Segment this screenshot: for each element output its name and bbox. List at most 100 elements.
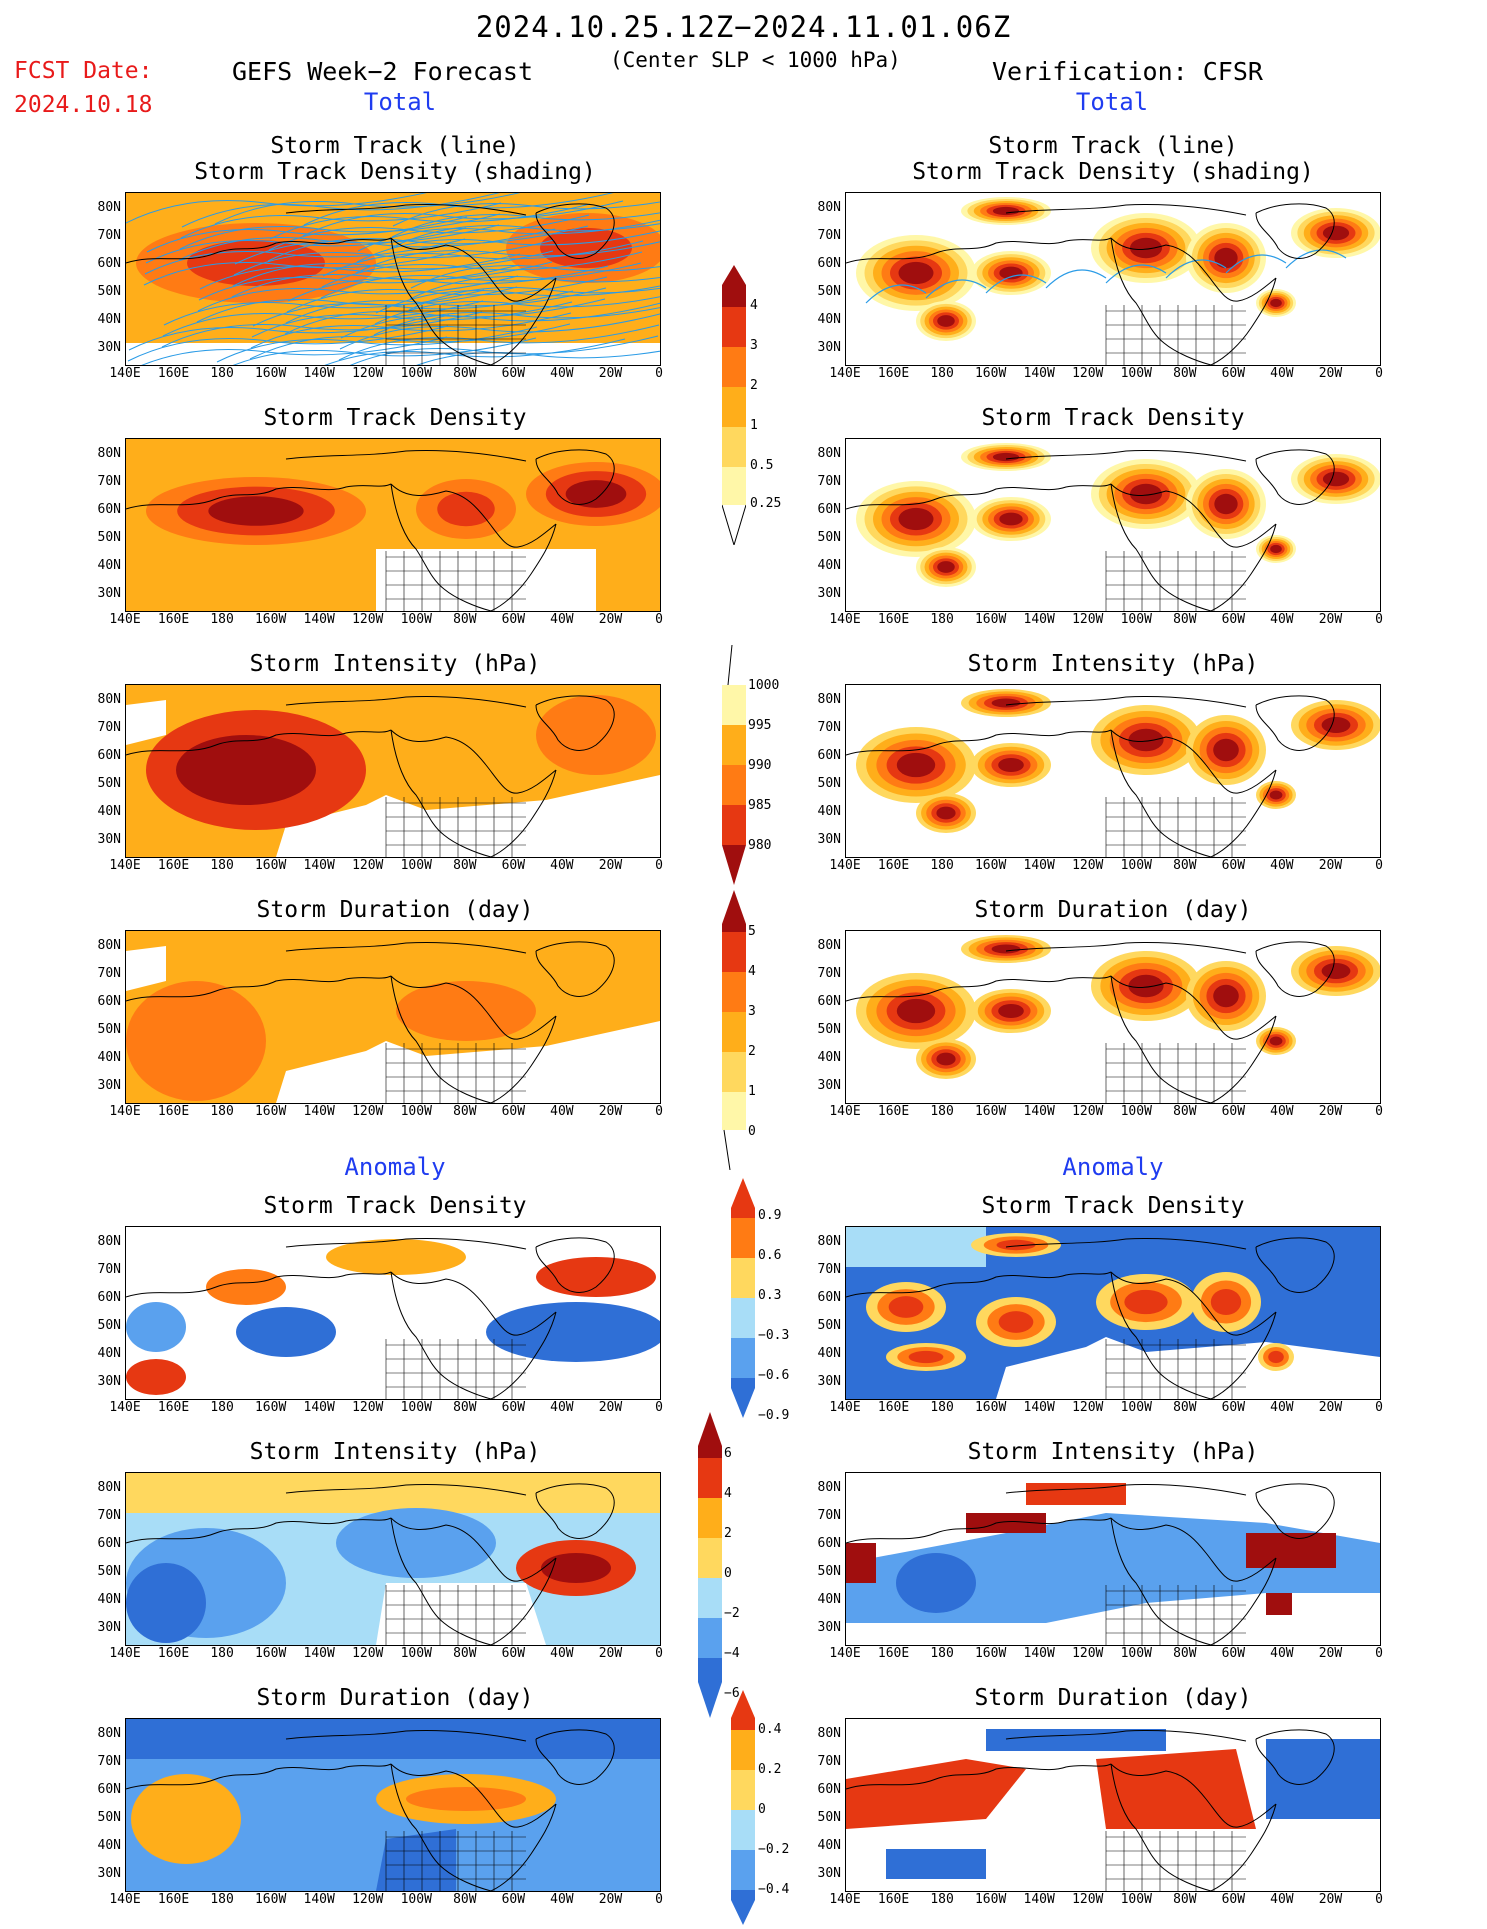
panel-title-duration-anom-left: Storm Duration (day) [256, 1685, 534, 1711]
panel-title-duration-right: Storm Duration (day) [974, 897, 1252, 923]
positive-anomaly [1246, 1533, 1336, 1568]
coastline-3 [490, 1557, 557, 1645]
storm-cell [999, 266, 1023, 280]
coastline-0 [846, 975, 1112, 1002]
lat-label: 30N [97, 1374, 121, 1389]
fcst-date-value: 2024.10.18 [14, 92, 153, 118]
lat-label: 40N [97, 1592, 121, 1607]
storm-track-line [199, 253, 521, 290]
cb-density-anom-l4: −0.6 [758, 1368, 790, 1383]
cb-density-total-l3: 1 [750, 418, 758, 433]
coastline-2 [390, 1517, 492, 1645]
positive-anomaly [998, 1311, 1034, 1333]
lon-label: 40W [550, 858, 574, 873]
lon-label: 80W [453, 1646, 477, 1661]
coastline-1 [390, 483, 557, 548]
map-density-right [845, 438, 1381, 612]
lat-label: 80N [817, 1480, 841, 1495]
lon-label: 60W [1221, 366, 1246, 381]
storm-track-line [126, 193, 427, 224]
coastline-4 [1255, 1483, 1335, 1539]
coastline-2 [1110, 975, 1212, 1103]
lat-label: 70N [97, 720, 121, 735]
lon-label: 60W [1221, 1400, 1246, 1415]
map-graphic-density-right [846, 443, 1380, 611]
lon-label: 160E [157, 612, 190, 627]
cb-density-anom-l5: −0.9 [758, 1408, 790, 1423]
storm-track-line [286, 276, 608, 313]
lon-label: 120W [1072, 1646, 1104, 1661]
coastline-2 [390, 1271, 492, 1399]
cb-density-total-l0: 4 [750, 298, 758, 313]
lon-label: 20W [1318, 858, 1343, 873]
cb-duration-anom-l0: 0.4 [758, 1722, 782, 1737]
cb-density-total-l4: 0.5 [750, 458, 774, 473]
lat-label: 70N [97, 966, 121, 981]
lon-label: 140E [829, 1646, 861, 1661]
lon-label: 160E [157, 366, 190, 381]
storm-track-line [162, 300, 484, 337]
coastline-0 [126, 729, 392, 756]
colorbar-duration-total [722, 890, 746, 1171]
storm-track-line [1045, 269, 1107, 289]
map-track-left [125, 192, 661, 366]
lon-label: 140W [303, 1646, 335, 1661]
cb-duration-anom-l1: 0.2 [758, 1762, 782, 1777]
lon-label: 160W [254, 612, 287, 627]
lon-label: 0 [1375, 1646, 1383, 1661]
lon-label: 80W [1173, 1892, 1197, 1907]
coastline-2 [1110, 1271, 1212, 1399]
lat-label: 60N [97, 1290, 121, 1305]
storm-track-line [233, 239, 555, 276]
lat-label: 50N [817, 1564, 841, 1579]
coastline-3 [1210, 1311, 1277, 1399]
coastline-2 [1110, 237, 1212, 365]
coastline-2 [390, 729, 492, 857]
coastline-3 [490, 1311, 557, 1399]
cb-intensity-total-l3: 985 [748, 798, 772, 813]
map-density-left [125, 438, 661, 612]
lon-label: 40W [1270, 1892, 1294, 1907]
coastline-5 [1005, 203, 1247, 216]
lon-label: 140W [1023, 1104, 1055, 1119]
storm-track-line [145, 227, 467, 264]
lat-label: 60N [817, 502, 841, 517]
duration-core [396, 981, 536, 1041]
storm-track-line [340, 302, 660, 339]
storm-track-line [374, 296, 660, 325]
lon-label: 160E [157, 1892, 190, 1907]
lon-label: 120W [352, 1646, 384, 1661]
lat-label: 80N [817, 938, 841, 953]
coastline-4 [1255, 449, 1335, 505]
storm-track-line [251, 301, 573, 338]
coastline-0 [846, 483, 1112, 510]
cb-intensity-total-l0: 1000 [748, 678, 780, 693]
coastline-1 [390, 729, 557, 794]
lat-label: 40N [817, 1838, 841, 1853]
storm-track-line [320, 262, 642, 299]
lon-label: 80W [453, 1104, 477, 1119]
lat-label: 50N [97, 776, 121, 791]
lon-label: 160W [254, 1400, 287, 1415]
lon-label: 0 [655, 1646, 663, 1661]
storm-track-line [985, 274, 1047, 294]
storm-cell [992, 452, 1020, 462]
lon-label: 160E [877, 1400, 910, 1415]
lon-label: 20W [1318, 1892, 1343, 1907]
lat-label: 80N [817, 1726, 841, 1741]
cb-intensity-anom-l1: 4 [724, 1486, 732, 1501]
lon-label: 0 [1375, 1400, 1383, 1415]
lat-label: 40N [817, 1050, 841, 1065]
coastline-0 [126, 483, 392, 510]
lat-label: 80N [97, 1234, 121, 1249]
storm-track-line [287, 265, 609, 302]
lat-label: 30N [817, 1374, 841, 1389]
storm-track-line [231, 261, 553, 298]
storm-track-line [410, 265, 660, 289]
lon-label: 40W [1270, 1646, 1294, 1661]
coastline-4 [1255, 695, 1335, 751]
lat-label: 30N [97, 832, 121, 847]
lon-label: 60W [501, 366, 526, 381]
storm-track-line [391, 212, 660, 238]
storm-track-line [322, 240, 644, 277]
